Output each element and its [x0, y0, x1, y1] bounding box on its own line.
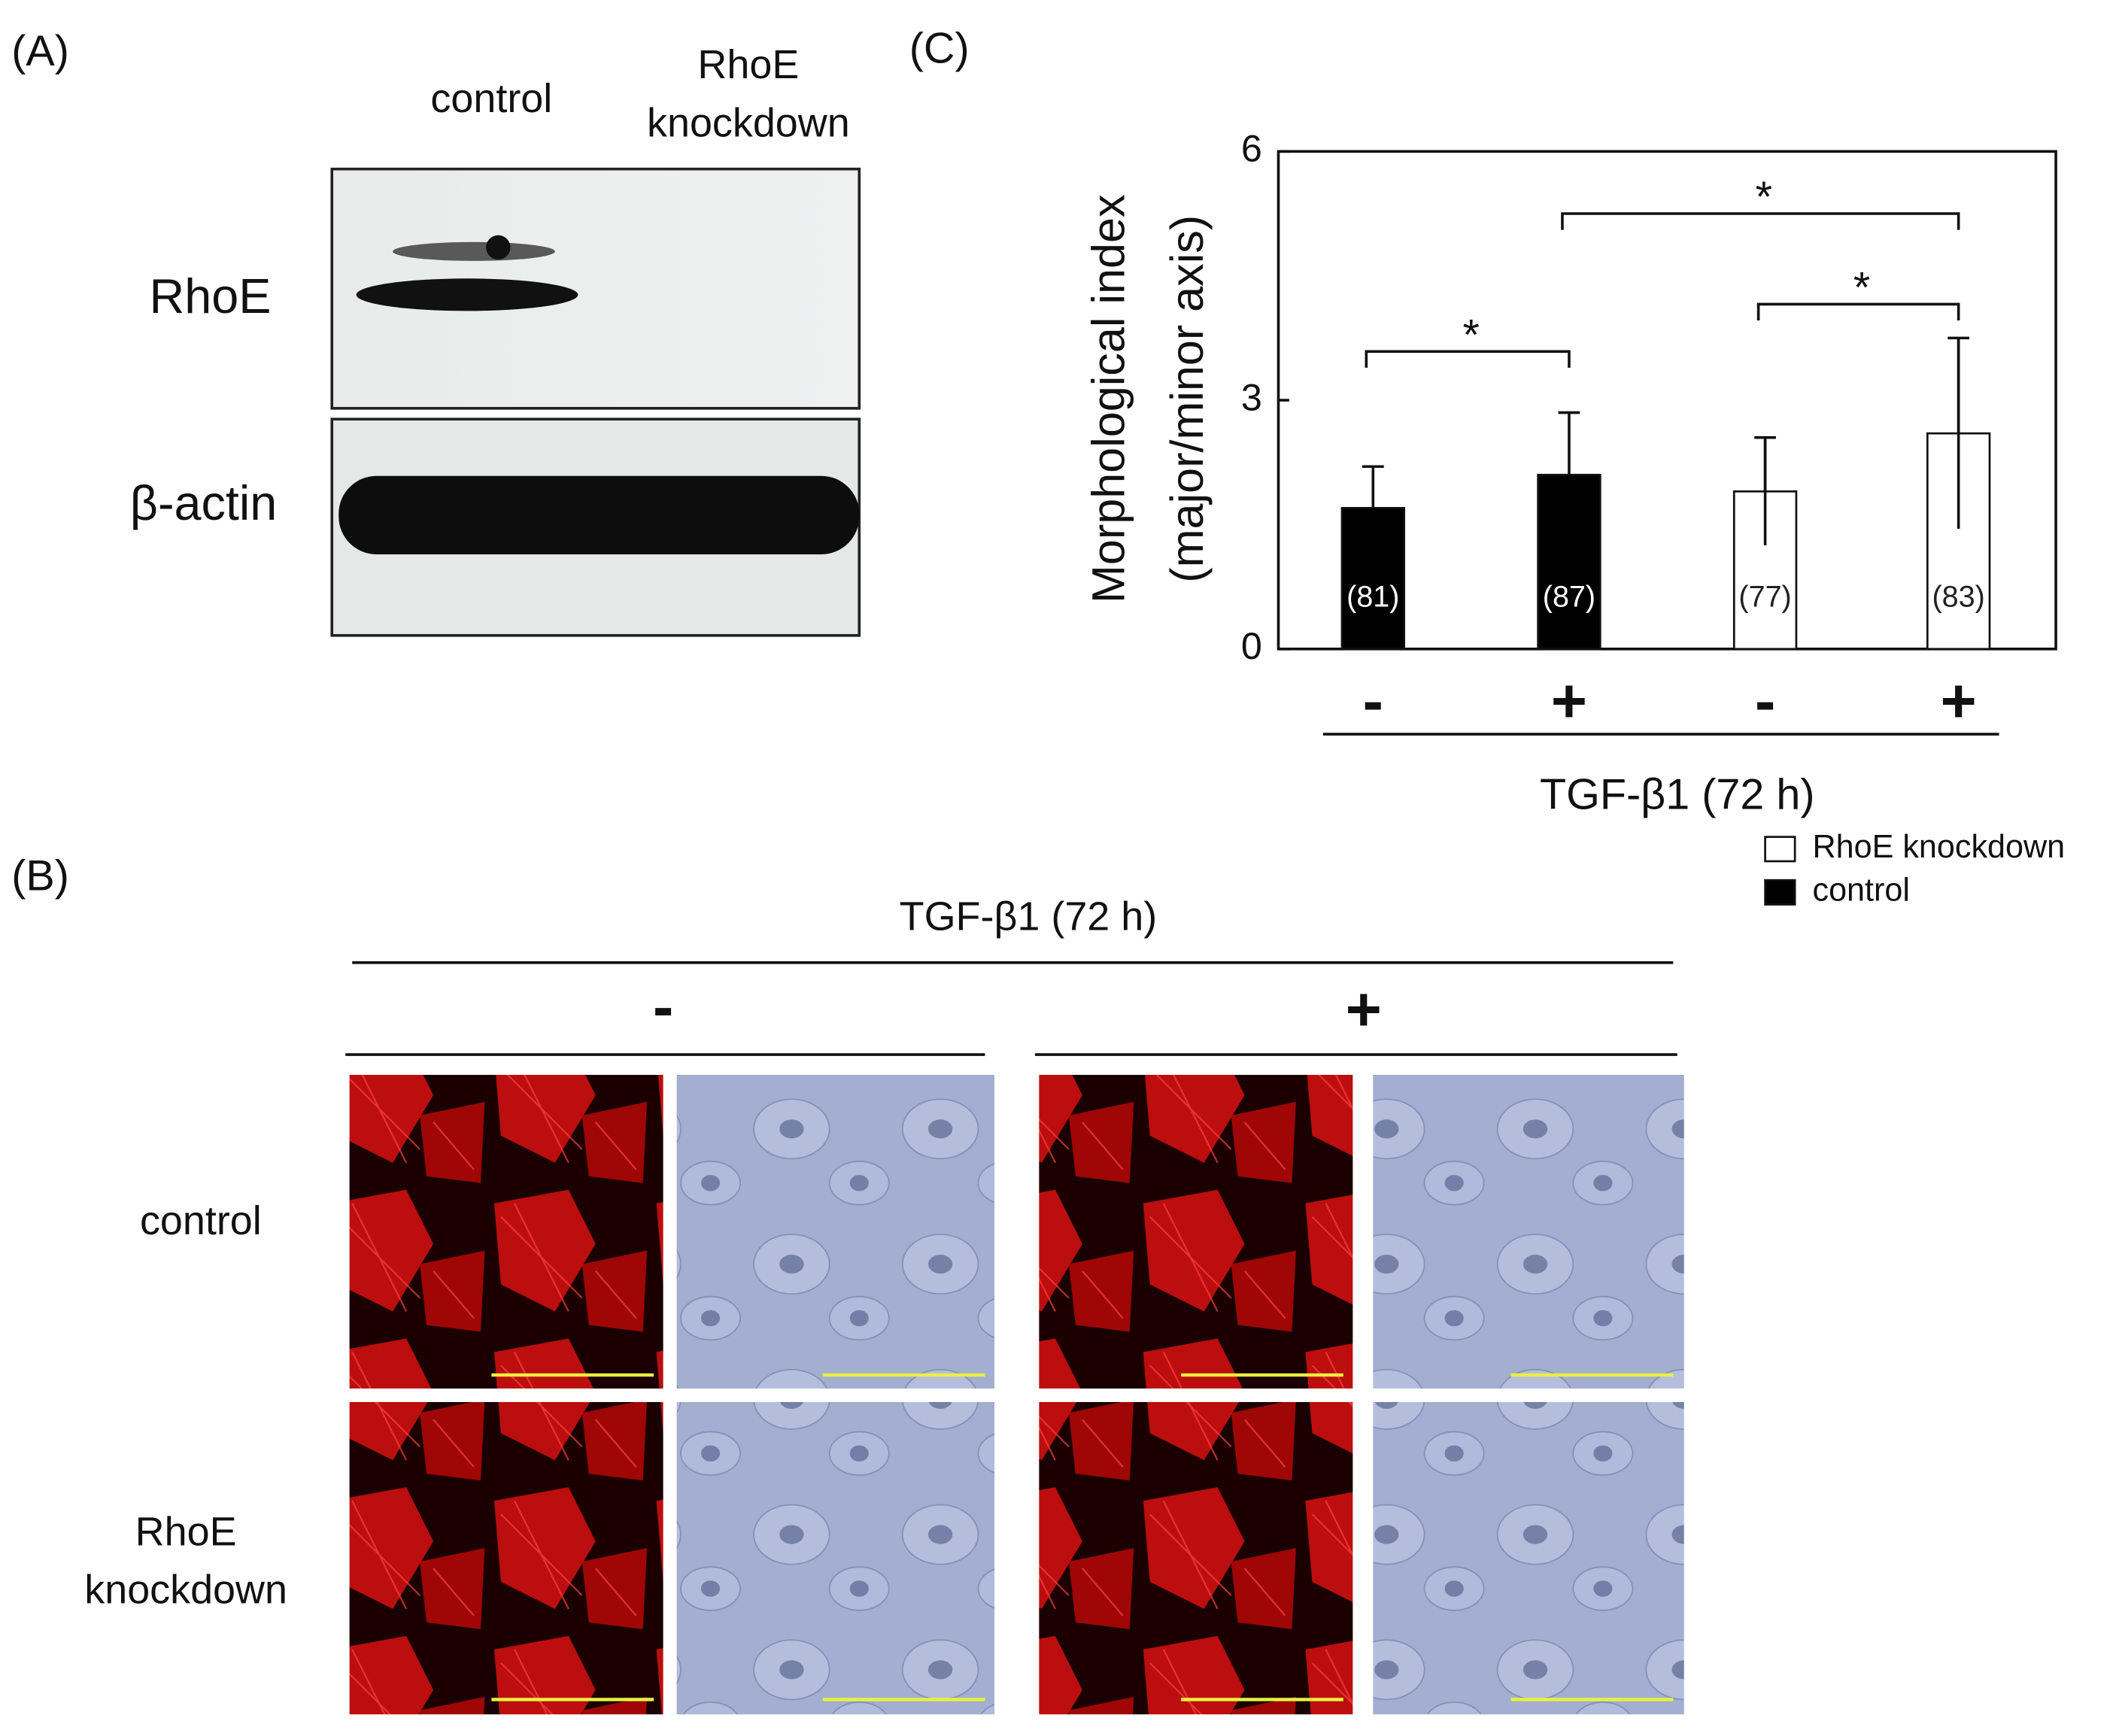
fluorescence-image — [349, 1075, 663, 1389]
sample-size-label: (83) — [1932, 581, 1984, 614]
significance-star: * — [1756, 173, 1772, 221]
sample-size-label: (77) — [1738, 581, 1791, 614]
sample-size-label: (87) — [1543, 581, 1595, 614]
condition-label: + — [1346, 974, 1382, 1044]
bar — [1340, 507, 1406, 651]
y-tick-label: 3 — [1241, 375, 1262, 418]
x-tick-label: + — [1551, 666, 1587, 736]
x-tick-label: - — [1755, 666, 1776, 736]
lane-label: control — [430, 76, 552, 121]
significance-star: * — [1462, 311, 1479, 360]
sample-size-label: (81) — [1346, 581, 1399, 614]
fluorescence-image — [349, 1402, 663, 1715]
phase-image — [676, 1075, 995, 1389]
condition-label: - — [653, 971, 674, 1041]
row-label: knockdown — [84, 1568, 287, 1613]
significance-star: * — [1853, 264, 1870, 312]
x-tick-label: + — [1940, 666, 1976, 736]
phase-image — [1373, 1402, 1684, 1715]
lane-label: knockdown — [647, 100, 850, 145]
blot-row-label: β-actin — [130, 475, 277, 530]
fluorescence-image — [1039, 1075, 1353, 1389]
legend-swatch — [1764, 879, 1796, 906]
y-axis-label: (major/minor axis) — [1161, 215, 1213, 583]
x-axis-label: TGF-β1 (72 h) — [1540, 771, 1814, 819]
fluorescence-image — [1039, 1402, 1353, 1715]
panel-label: (A) — [11, 27, 69, 75]
blot-band — [356, 278, 578, 311]
micrographs — [349, 1075, 1684, 1715]
blot-row-label: RhoE — [150, 269, 272, 323]
phase-image — [676, 1402, 995, 1715]
blot-band — [393, 241, 555, 261]
panel-label: (C) — [909, 24, 970, 72]
bar — [1537, 473, 1601, 651]
treatment-label: TGF-β1 (72 h) — [900, 894, 1158, 939]
significance-bracket — [1365, 350, 1571, 368]
y-tick-label: 0 — [1241, 624, 1262, 667]
phase-image — [1373, 1075, 1684, 1389]
lane-label: RhoE — [697, 42, 799, 87]
row-label: control — [140, 1198, 262, 1243]
y-tick-label: 6 — [1241, 127, 1262, 170]
row-label: RhoE — [135, 1509, 237, 1554]
significance-bracket — [1561, 212, 1960, 230]
legend-label: control — [1813, 873, 1910, 909]
legend-label: RhoE knockdown — [1813, 829, 2066, 865]
blot-band — [338, 475, 860, 554]
legend-swatch — [1764, 836, 1796, 863]
panel-label: (B) — [11, 852, 69, 900]
significance-bracket — [1756, 302, 1960, 321]
blot-band — [486, 235, 511, 260]
y-axis-label: Morphological index — [1083, 195, 1134, 604]
x-tick-label: - — [1363, 666, 1384, 736]
